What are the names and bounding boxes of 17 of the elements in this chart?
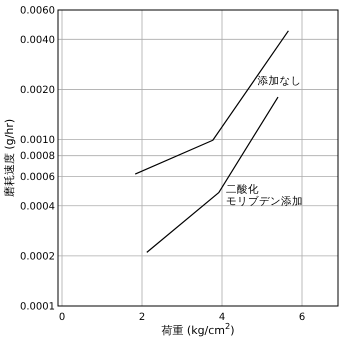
x-tick-label: 6 (298, 312, 306, 323)
y-tick-label: 0.0001 (20, 302, 55, 312)
y-tick-label: 0.0040 (20, 34, 55, 46)
y-tick-label: 0.0060 (20, 6, 55, 16)
y-tick-label: 0.0006 (20, 172, 55, 183)
series-label: 添加なし (257, 74, 302, 87)
y-tick-label: 0.0008 (20, 151, 55, 162)
y-tick-label: 0.0010 (20, 135, 55, 146)
x-tick-label: 2 (138, 312, 146, 323)
y-axis-title: 磨耗速度 (g/hr) (3, 118, 16, 198)
y-tick-label: 0.0004 (20, 201, 55, 212)
y-tick-label: 0.0002 (20, 251, 55, 262)
series-label: 二酸化モリブデン添加 (226, 184, 303, 208)
x-axis-title: 荷重 (kg/cm$^{2}$) (161, 321, 235, 337)
y-tick-label: 0.0020 (20, 84, 55, 96)
x-tick-label: 4 (218, 312, 226, 323)
x-tick-label: 0 (58, 312, 66, 323)
